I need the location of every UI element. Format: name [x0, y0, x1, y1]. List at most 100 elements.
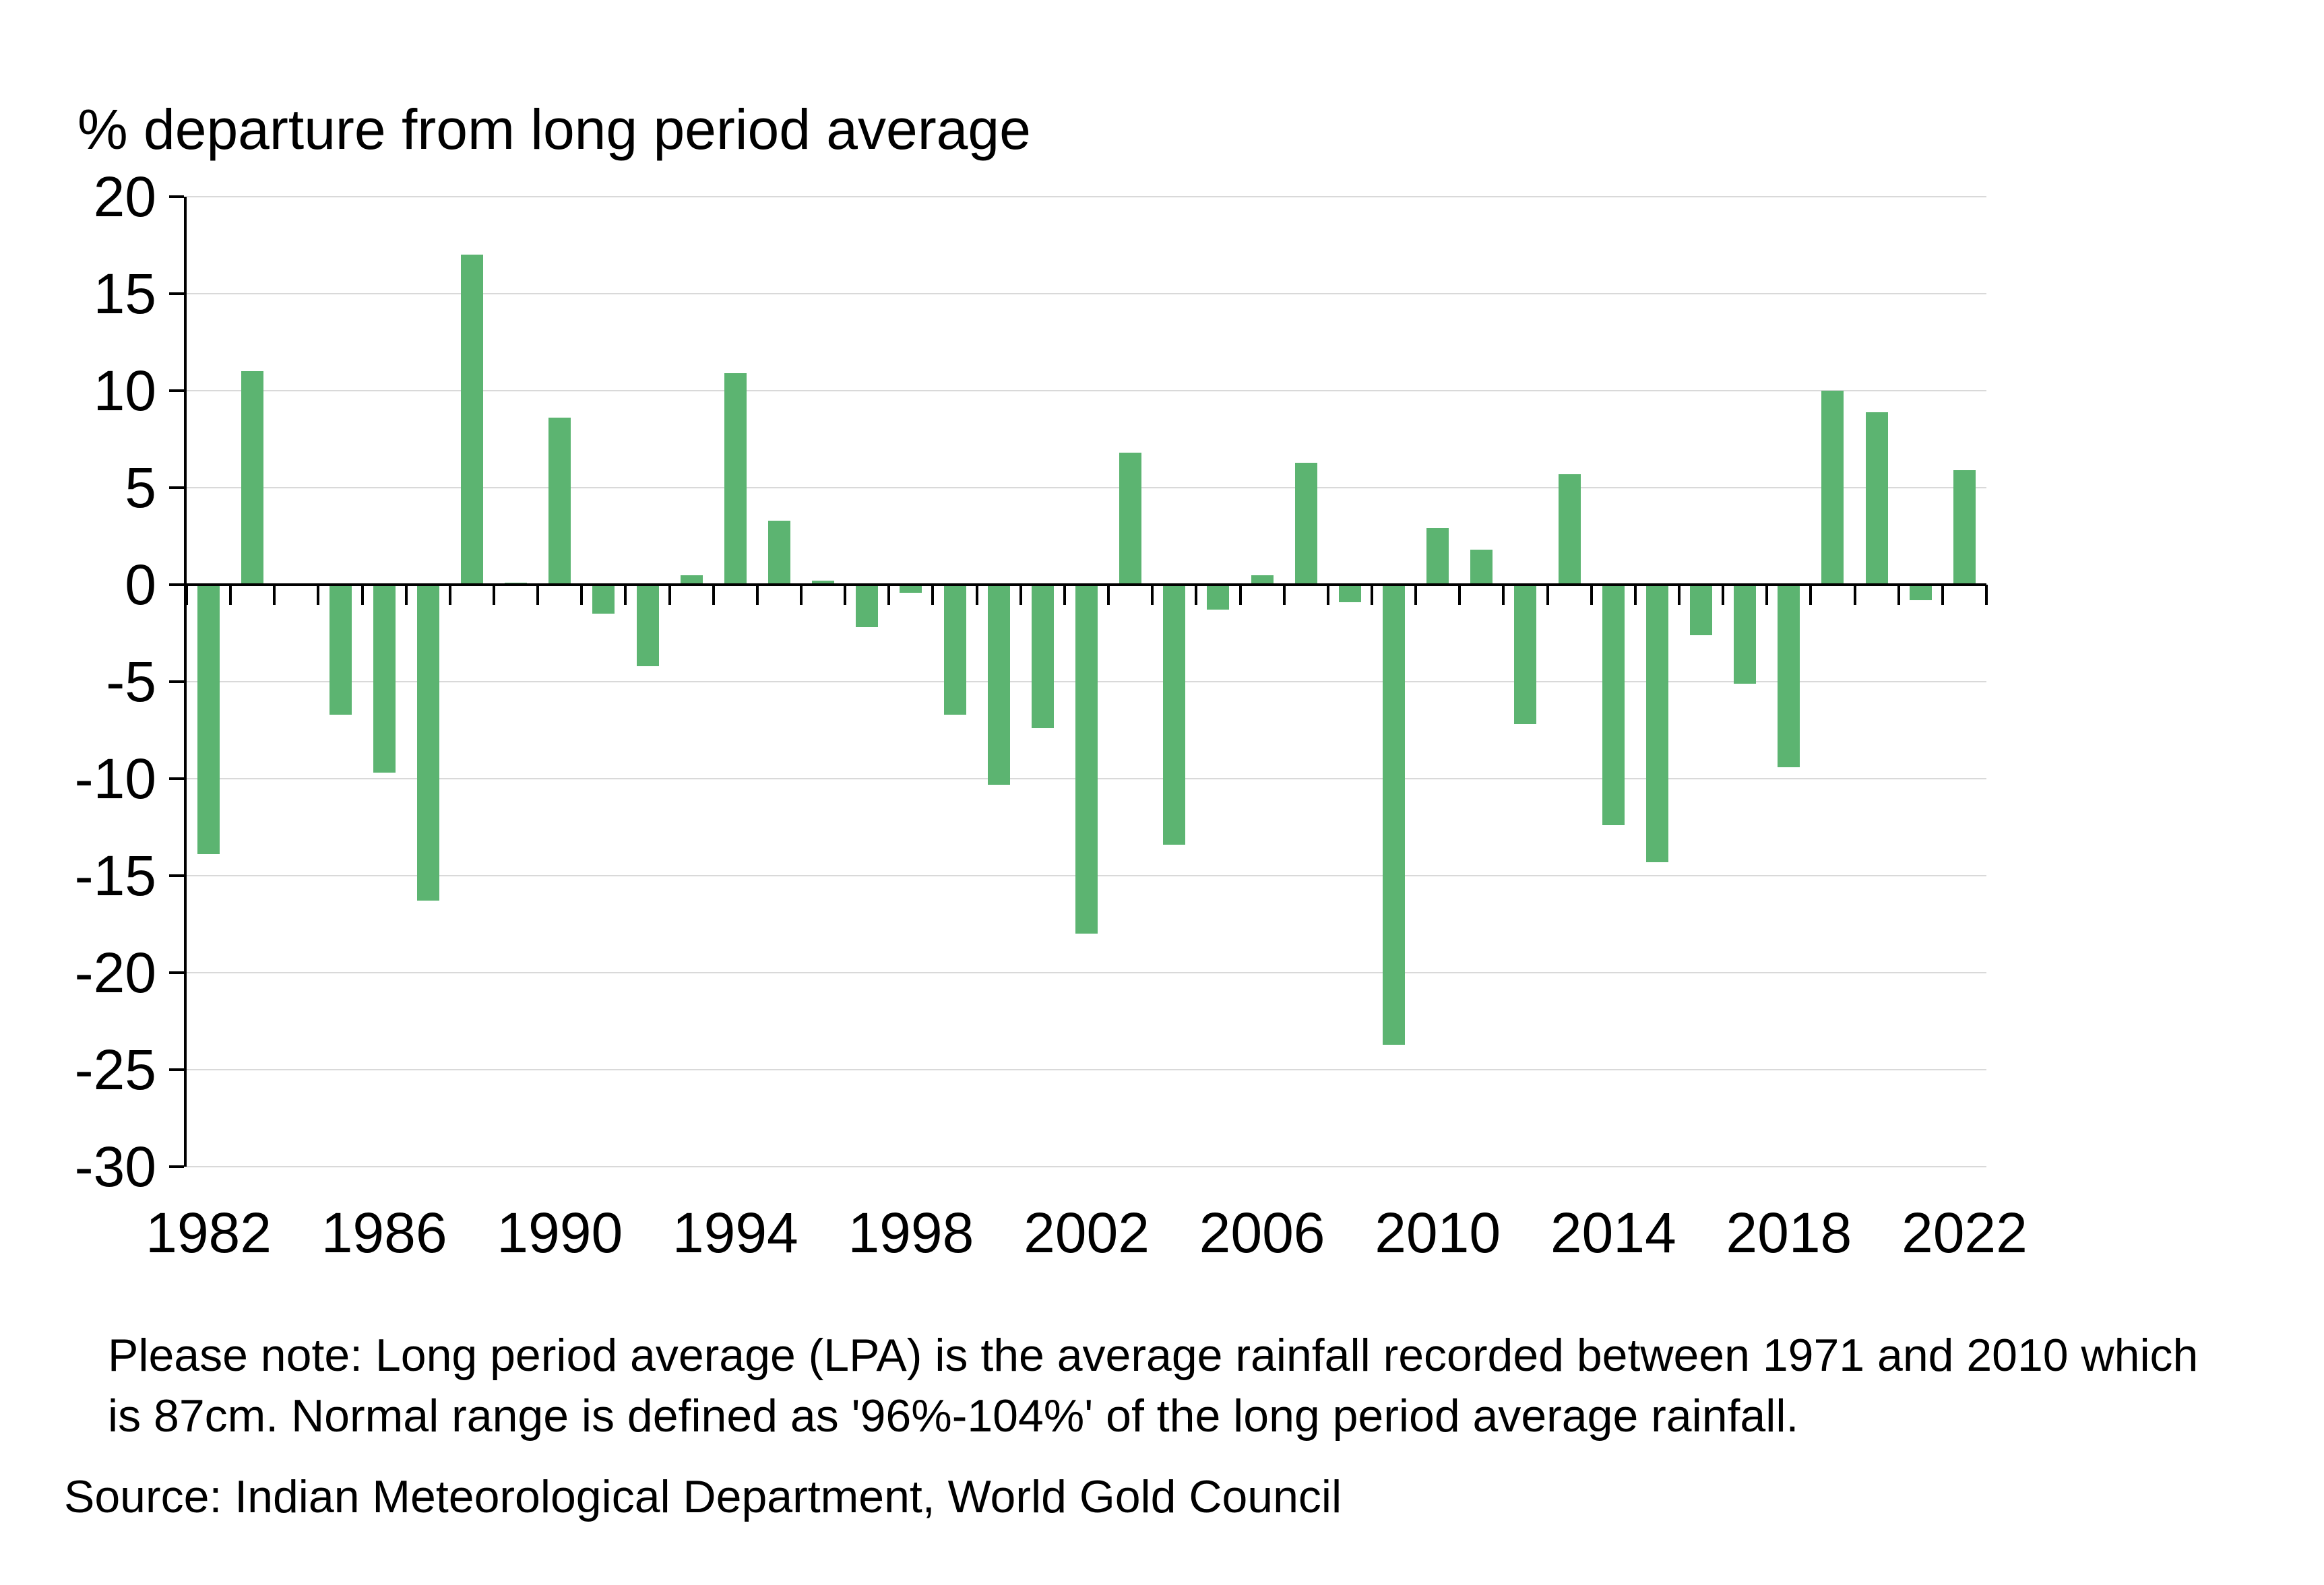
bar-2003: [1119, 453, 1142, 585]
x-axis-tick: [800, 585, 803, 605]
x-axis-label-1982: 1982: [146, 1201, 272, 1264]
bar-1992: [636, 585, 659, 666]
x-axis-label-1990: 1990: [497, 1201, 623, 1264]
bar-2007: [1294, 462, 1317, 585]
x-axis-tick: [624, 585, 627, 605]
bar-2015: [1645, 585, 1668, 862]
y-axis-label--20: -20: [74, 941, 156, 1004]
x-axis-tick: [448, 585, 451, 605]
bar-1998: [900, 585, 922, 593]
x-axis-tick: [1633, 585, 1637, 605]
bar-2010: [1426, 528, 1449, 585]
bar-1991: [592, 585, 615, 614]
bar-1985: [329, 585, 352, 715]
source-attribution: Source: Indian Meteorological Department…: [64, 1471, 1342, 1522]
y-axis-label-15: 15: [93, 262, 156, 325]
x-axis-label-1994: 1994: [672, 1201, 798, 1264]
y-axis-label-20: 20: [93, 165, 156, 228]
gridline--30: [187, 1166, 1986, 1167]
y-axis-label-0: 0: [125, 553, 156, 616]
x-axis-tick: [1370, 585, 1373, 605]
bar-1995: [767, 520, 790, 585]
footnote-line-2: is 87cm. Normal range is defined as '96%…: [108, 1390, 1799, 1442]
bar-2014: [1602, 585, 1625, 826]
bar-2016: [1690, 585, 1713, 635]
y-axis-label--10: -10: [74, 747, 156, 810]
gridline--20: [187, 972, 1986, 973]
bar-2004: [1163, 585, 1186, 845]
x-axis-tick: [1853, 585, 1856, 605]
x-axis-tick: [1019, 585, 1022, 605]
bar-2008: [1338, 585, 1361, 602]
bar-1988: [460, 255, 483, 585]
y-axis-label--30: -30: [74, 1135, 156, 1198]
x-axis-tick: [975, 585, 978, 605]
x-axis-tick: [404, 585, 408, 605]
y-axis-tick-20: [169, 195, 184, 198]
x-axis-tick: [1546, 585, 1549, 605]
bar-2018: [1778, 585, 1800, 767]
bar-2019: [1821, 391, 1844, 585]
bar-1997: [856, 585, 879, 628]
x-axis-tick: [1985, 585, 1988, 605]
x-axis-tick: [360, 585, 364, 605]
y-axis-tick--25: [169, 1068, 184, 1071]
bar-2009: [1383, 585, 1406, 1045]
y-axis-tick--15: [169, 874, 184, 877]
x-axis-tick: [1107, 585, 1110, 605]
bar-2000: [987, 585, 1010, 785]
gridline-15: [187, 293, 1986, 294]
x-axis-tick: [755, 585, 759, 605]
x-axis-tick: [1238, 585, 1242, 605]
y-axis-label-5: 5: [125, 456, 156, 519]
x-axis-label-2010: 2010: [1375, 1201, 1501, 1264]
x-axis-tick: [493, 585, 496, 605]
bar-2006: [1251, 575, 1274, 585]
bar-2012: [1514, 585, 1537, 725]
bar-1983: [241, 371, 264, 585]
x-axis-label-2022: 2022: [1901, 1201, 2028, 1264]
bar-1996: [812, 581, 835, 585]
x-axis-tick: [536, 585, 540, 605]
x-axis-tick: [712, 585, 715, 605]
x-axis-tick: [273, 585, 276, 605]
x-axis-tick: [1195, 585, 1198, 605]
x-axis-tick: [1063, 585, 1066, 605]
bar-2022: [1953, 470, 1976, 585]
y-axis-tick--5: [169, 680, 184, 683]
bar-2017: [1734, 585, 1757, 684]
y-axis-label--25: -25: [74, 1038, 156, 1101]
gridline-10: [187, 390, 1986, 391]
y-axis-tick-10: [169, 389, 184, 392]
x-axis-tick: [1722, 585, 1725, 605]
bar-1994: [724, 373, 747, 585]
x-axis-tick: [1502, 585, 1505, 605]
x-axis-tick: [887, 585, 891, 605]
x-axis-label-1998: 1998: [848, 1201, 974, 1264]
bar-1982: [197, 585, 220, 855]
x-axis-tick: [1897, 585, 1900, 605]
x-axis-tick: [931, 585, 935, 605]
x-axis-label-2018: 2018: [1726, 1201, 1852, 1264]
y-axis-label-10: 10: [93, 359, 156, 422]
x-axis-tick: [1941, 585, 1944, 605]
x-axis-tick: [185, 585, 188, 605]
x-axis-tick: [1414, 585, 1418, 605]
y-axis-tick--10: [169, 777, 184, 780]
x-axis-tick: [1326, 585, 1329, 605]
y-axis-label--15: -15: [74, 844, 156, 907]
chart-title: % departure from long period average: [77, 98, 1031, 161]
x-axis-label-2002: 2002: [1024, 1201, 1150, 1264]
y-axis-tick--20: [169, 971, 184, 974]
bar-1990: [548, 418, 571, 585]
footnote: Please note: Long period average (LPA) i…: [108, 1326, 2198, 1447]
x-axis-tick: [1590, 585, 1593, 605]
y-axis-tick-0: [169, 583, 184, 586]
x-axis-tick: [229, 585, 232, 605]
bar-2020: [1865, 412, 1888, 585]
footnote-line-1: Please note: Long period average (LPA) i…: [108, 1330, 2199, 1381]
bar-1993: [680, 575, 703, 585]
x-axis-tick: [317, 585, 320, 605]
x-axis-tick: [1809, 585, 1813, 605]
